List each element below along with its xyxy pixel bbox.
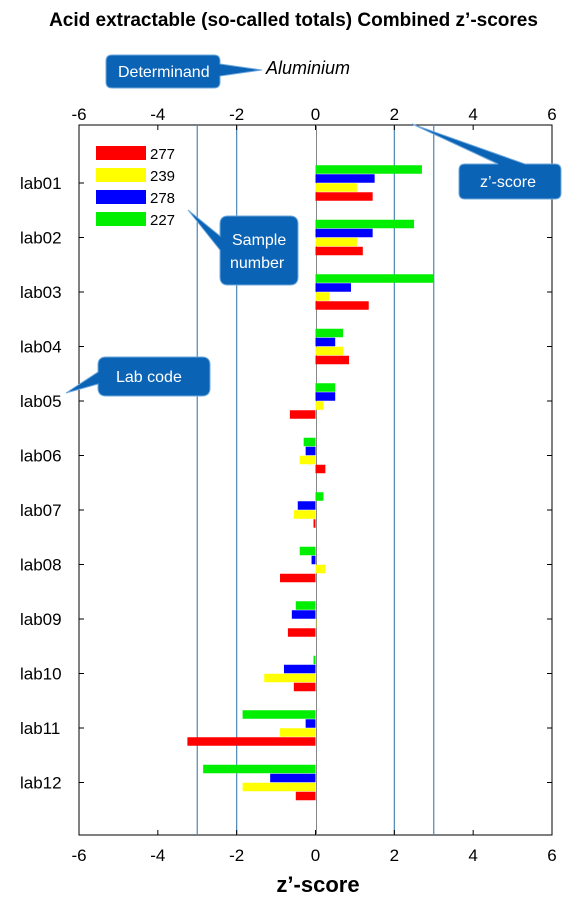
bar-277 [315,355,350,365]
x-tick-label-top: -4 [150,105,165,124]
bar-227 [315,383,336,392]
bar-277 [293,682,316,692]
bar-239 [315,401,324,410]
callout-labcode-text: Lab code [116,369,182,386]
legend-swatch-227 [96,212,146,226]
lab-label: lab02 [20,229,62,248]
bar-278 [315,228,373,238]
bar-239 [315,237,357,247]
bar-278 [315,337,336,347]
x-tick-label-bottom: -4 [150,846,165,865]
lab-label: lab11 [20,719,60,738]
lab-label: lab01 [20,174,62,193]
legend-swatch-239 [96,168,146,182]
x-tick-label-top: -6 [71,105,86,124]
legend-swatch-278 [96,190,146,204]
bar-277 [315,192,373,201]
x-tick-label-bottom: 4 [468,846,477,865]
x-tick-label-top: -2 [229,105,244,124]
bar-277 [315,464,326,474]
bar-227 [299,546,316,556]
x-tick-label-top: 6 [547,105,556,124]
bar-277 [315,246,363,256]
lab-label: lab10 [20,665,62,684]
legend-label-239: 239 [150,168,175,185]
legend-label-278: 278 [150,190,175,207]
determinand-value: Aluminium [266,58,351,78]
lab-label: lab08 [20,556,62,575]
x-tick-label-top: 4 [468,105,477,124]
bar-277 [315,301,369,310]
bar-277 [280,573,316,583]
bar-227 [315,219,415,229]
bar-277 [187,737,316,746]
lab-label: lab06 [20,447,62,466]
bar-227 [203,764,316,774]
x-tick-label-top: 2 [390,105,399,124]
bar-278 [311,555,316,565]
lab-label: lab07 [20,501,62,520]
bar-278 [315,283,351,292]
bar-277 [289,410,316,419]
lab-label: lab05 [20,392,62,411]
lab-label: lab09 [20,610,62,629]
lab-label: lab03 [20,283,62,302]
bar-278 [283,664,316,674]
callout-determinand: Determinand [105,54,263,89]
bar-277 [295,791,316,801]
bars [187,165,434,801]
bar-227 [295,601,316,610]
x-tick-label-bottom: -2 [229,846,244,865]
bar-278 [297,501,316,510]
x-tick-label-bottom: 0 [311,846,320,865]
bar-227 [242,710,316,719]
bar-227 [315,274,434,283]
bar-239 [264,673,316,683]
bar-278 [315,392,336,401]
x-tick-label-bottom: 6 [547,846,556,865]
lab-labels: lab01 lab02 lab03 lab04 lab05 lab06 lab07 lab08… [20,174,552,793]
bar-227 [315,328,344,338]
callout-sample-line2: number [230,255,285,272]
bar-227 [315,165,422,174]
bar-278 [305,446,316,456]
bar-239 [293,510,316,519]
bar-278 [315,174,375,183]
bar-239 [299,455,316,465]
bar-239 [280,728,316,737]
bar-239 [315,564,326,574]
lab-label: lab12 [20,774,62,793]
callout-lab-code: Lab code [65,356,211,397]
x-tick-label-bottom: -6 [71,846,86,865]
bar-239 [315,619,317,628]
callout-sample-number: Sample number [187,209,299,286]
legend-swatch-277 [96,146,146,160]
bar-239 [242,782,316,792]
bar-277 [287,628,316,637]
x-tick-label-top: 0 [311,105,320,124]
x-axis-label: z’-score [276,872,360,897]
callout-determinand-text: Determinand [118,64,210,81]
x-tick-label-bottom: 2 [390,846,399,865]
callout-zscore: z’-score [411,123,562,200]
legend: 277 239 278 227 [96,146,175,229]
bar-227 [315,492,324,501]
bar-239 [315,346,344,356]
bar-278 [291,610,316,619]
bar-227 [313,655,316,665]
bar-239 [315,292,330,301]
callout-sample-line1: Sample [232,232,286,249]
bar-239 [315,183,357,192]
legend-label-277: 277 [150,146,175,163]
bar-278 [270,773,316,783]
bar-277 [313,519,316,528]
callout-zscore-text: z’-score [480,174,536,191]
bar-227 [303,437,316,447]
legend-label-227: 227 [150,212,175,229]
chart-title: Acid extractable (so-called totals) Comb… [49,10,538,31]
lab-label: lab04 [20,338,62,357]
axis-ticks: -6 -6 -4 -4 -2 -2 0 0 2 2 4 4 6 6 [71,105,556,865]
bar-278 [305,719,316,728]
